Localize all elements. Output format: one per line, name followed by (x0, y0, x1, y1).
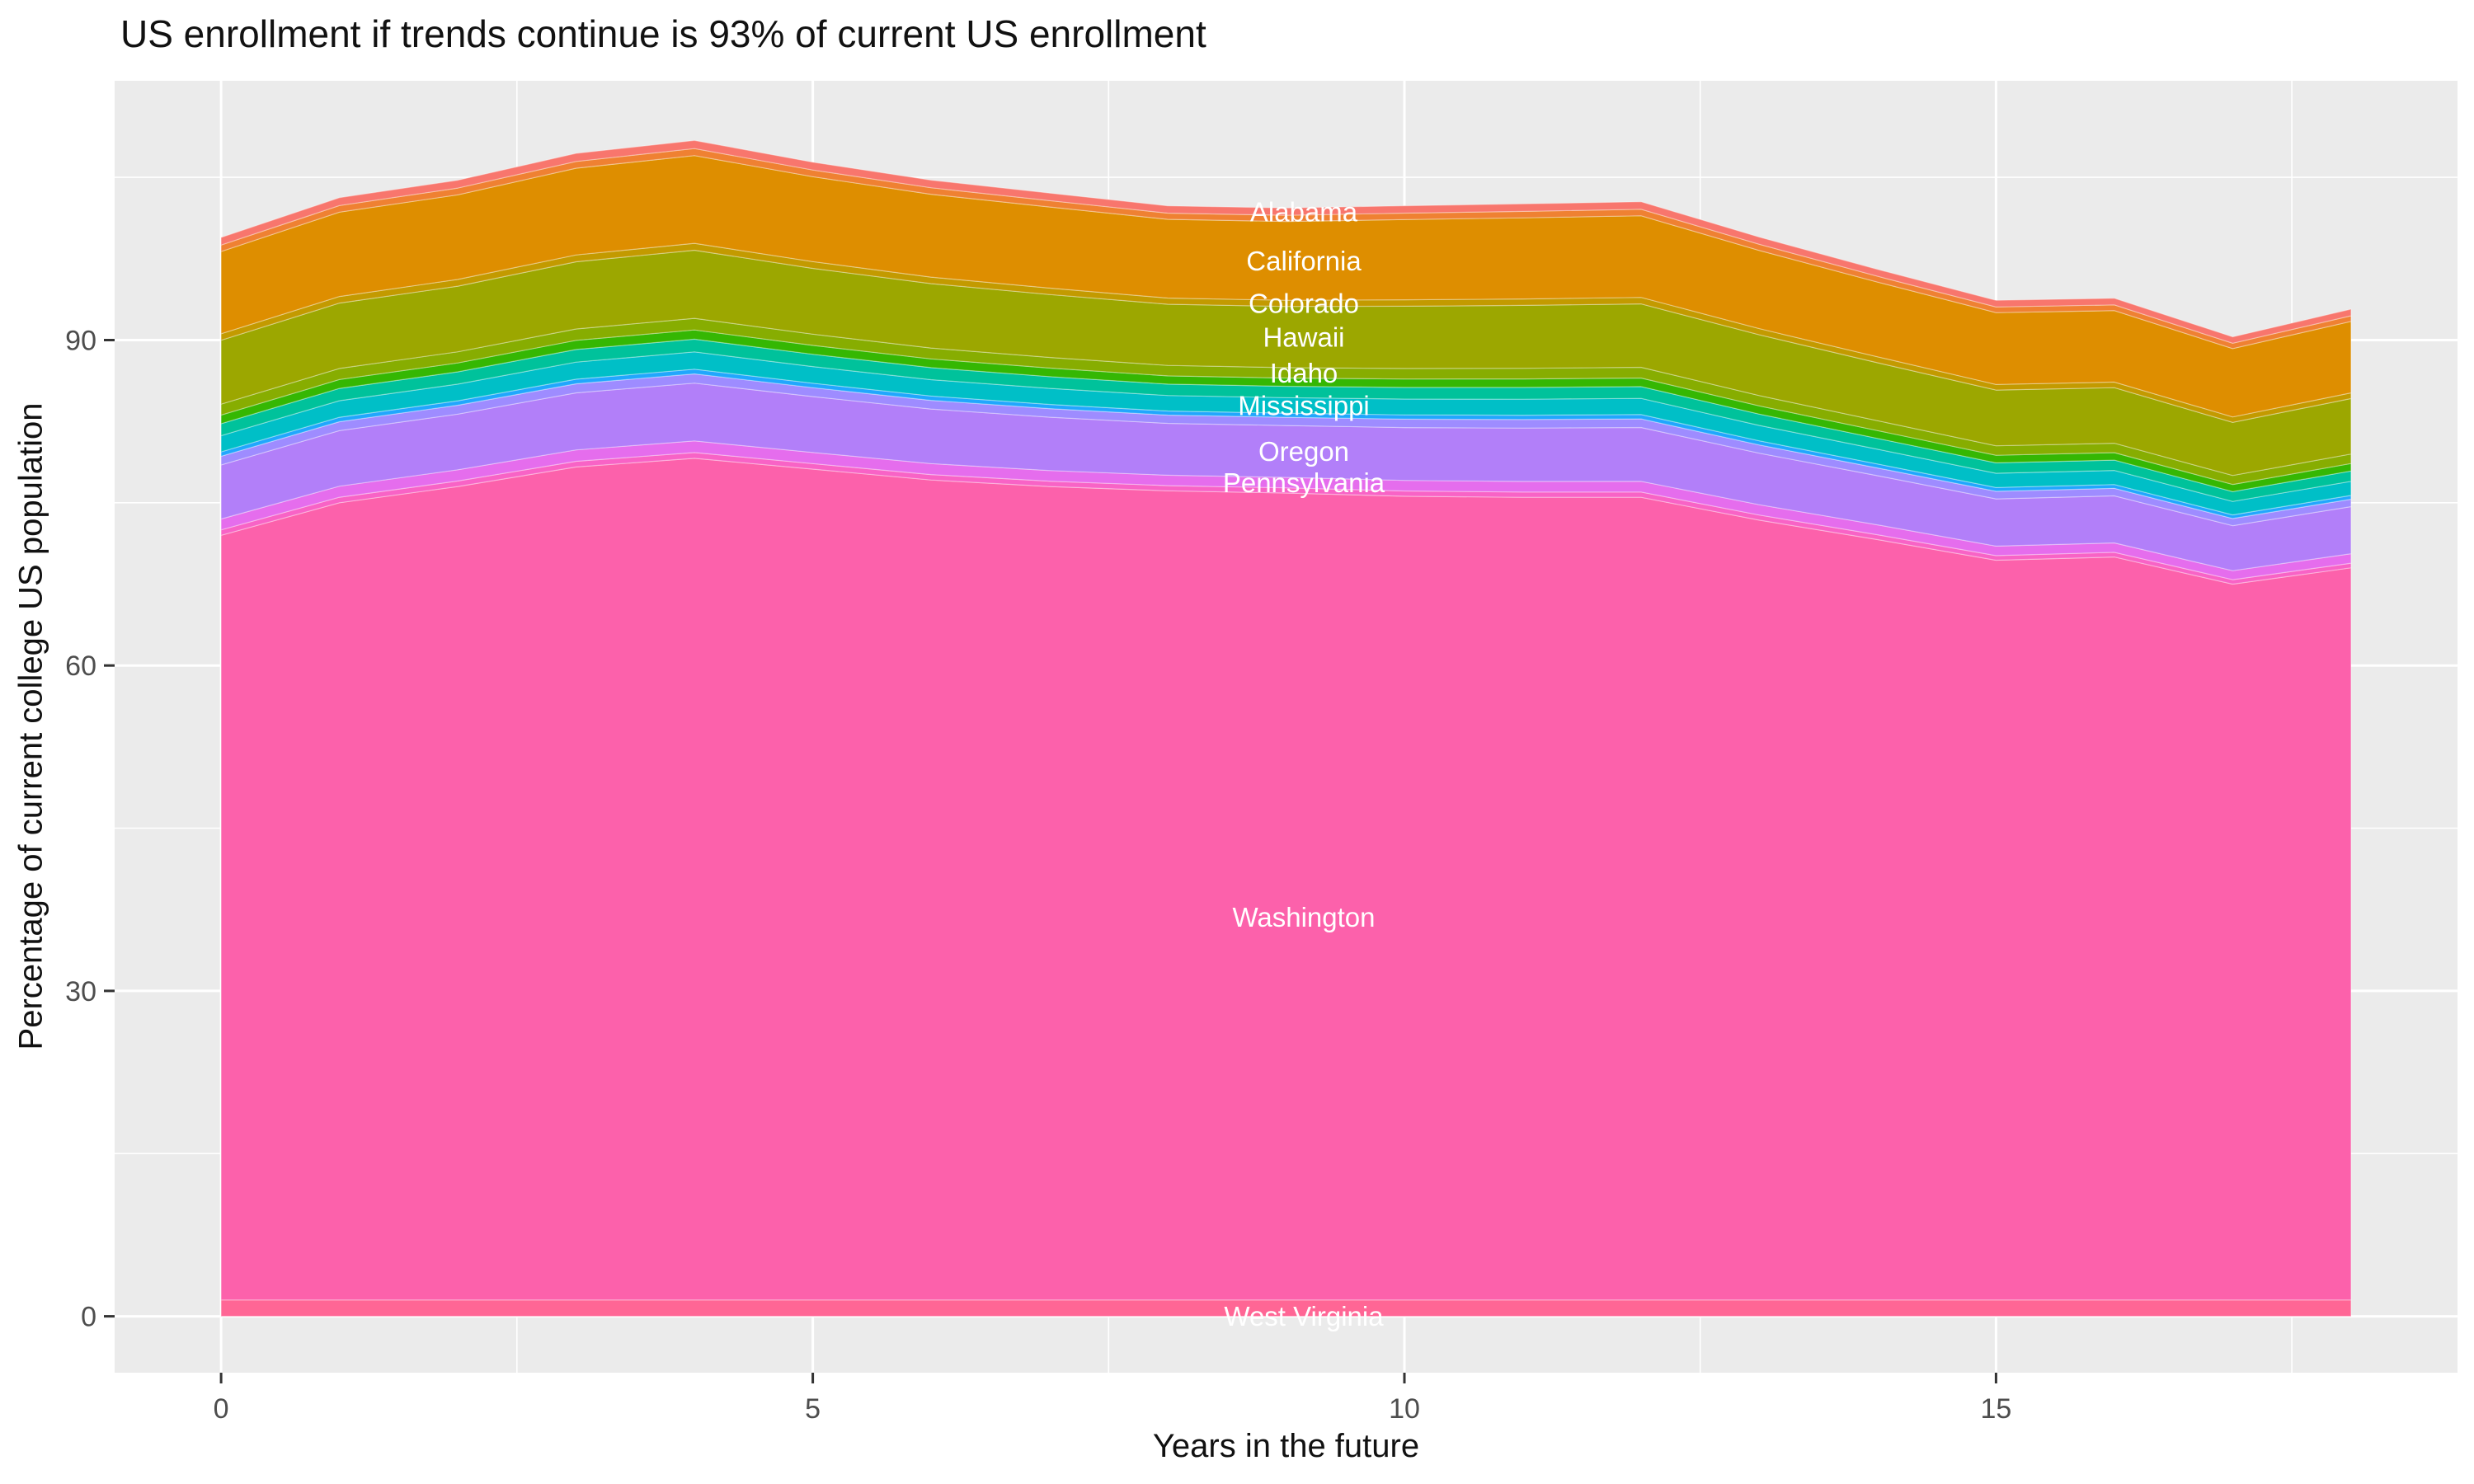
state-label-hawaii: Hawaii (1263, 322, 1344, 352)
state-label-west-virginia-group: West Virginia (1224, 1301, 1384, 1331)
area-alabama (220, 139, 2352, 344)
state-label-oregon: Oregon (1258, 436, 1349, 467)
state-label-california: California (1246, 246, 1362, 276)
area-illinois-iowa-slivers (220, 329, 2352, 492)
x-axis-title: Years in the future (1152, 1428, 1420, 1464)
y-tick-label: 30 (65, 976, 96, 1007)
y-tick-label: 0 (81, 1302, 96, 1333)
x-tick-label: 0 (214, 1393, 229, 1425)
area-texas-virginia-slivers (220, 452, 2352, 585)
x-tick-label: 15 (1980, 1393, 2011, 1425)
state-label-pennsylvania: Pennsylvania (1223, 467, 1385, 498)
area-ohio-oklahoma-slivers (220, 373, 2352, 527)
y-tick-label: 90 (65, 325, 96, 356)
state-label-mississippi: Mississippi (1238, 390, 1370, 420)
area-washington (220, 458, 2352, 1301)
state-label-colorado-group: Colorado (1249, 288, 1359, 318)
x-tick-label: 10 (1389, 1393, 1420, 1425)
y-tick-label: 60 (65, 650, 96, 682)
chart-title: US enrollment if trends continue is 93% … (120, 12, 1206, 55)
state-label-idaho: Idaho (1270, 358, 1338, 388)
state-label-alabama: Alabama (1250, 196, 1358, 227)
x-tick-label: 5 (805, 1393, 821, 1425)
state-label-washington: Washington (1232, 902, 1375, 932)
